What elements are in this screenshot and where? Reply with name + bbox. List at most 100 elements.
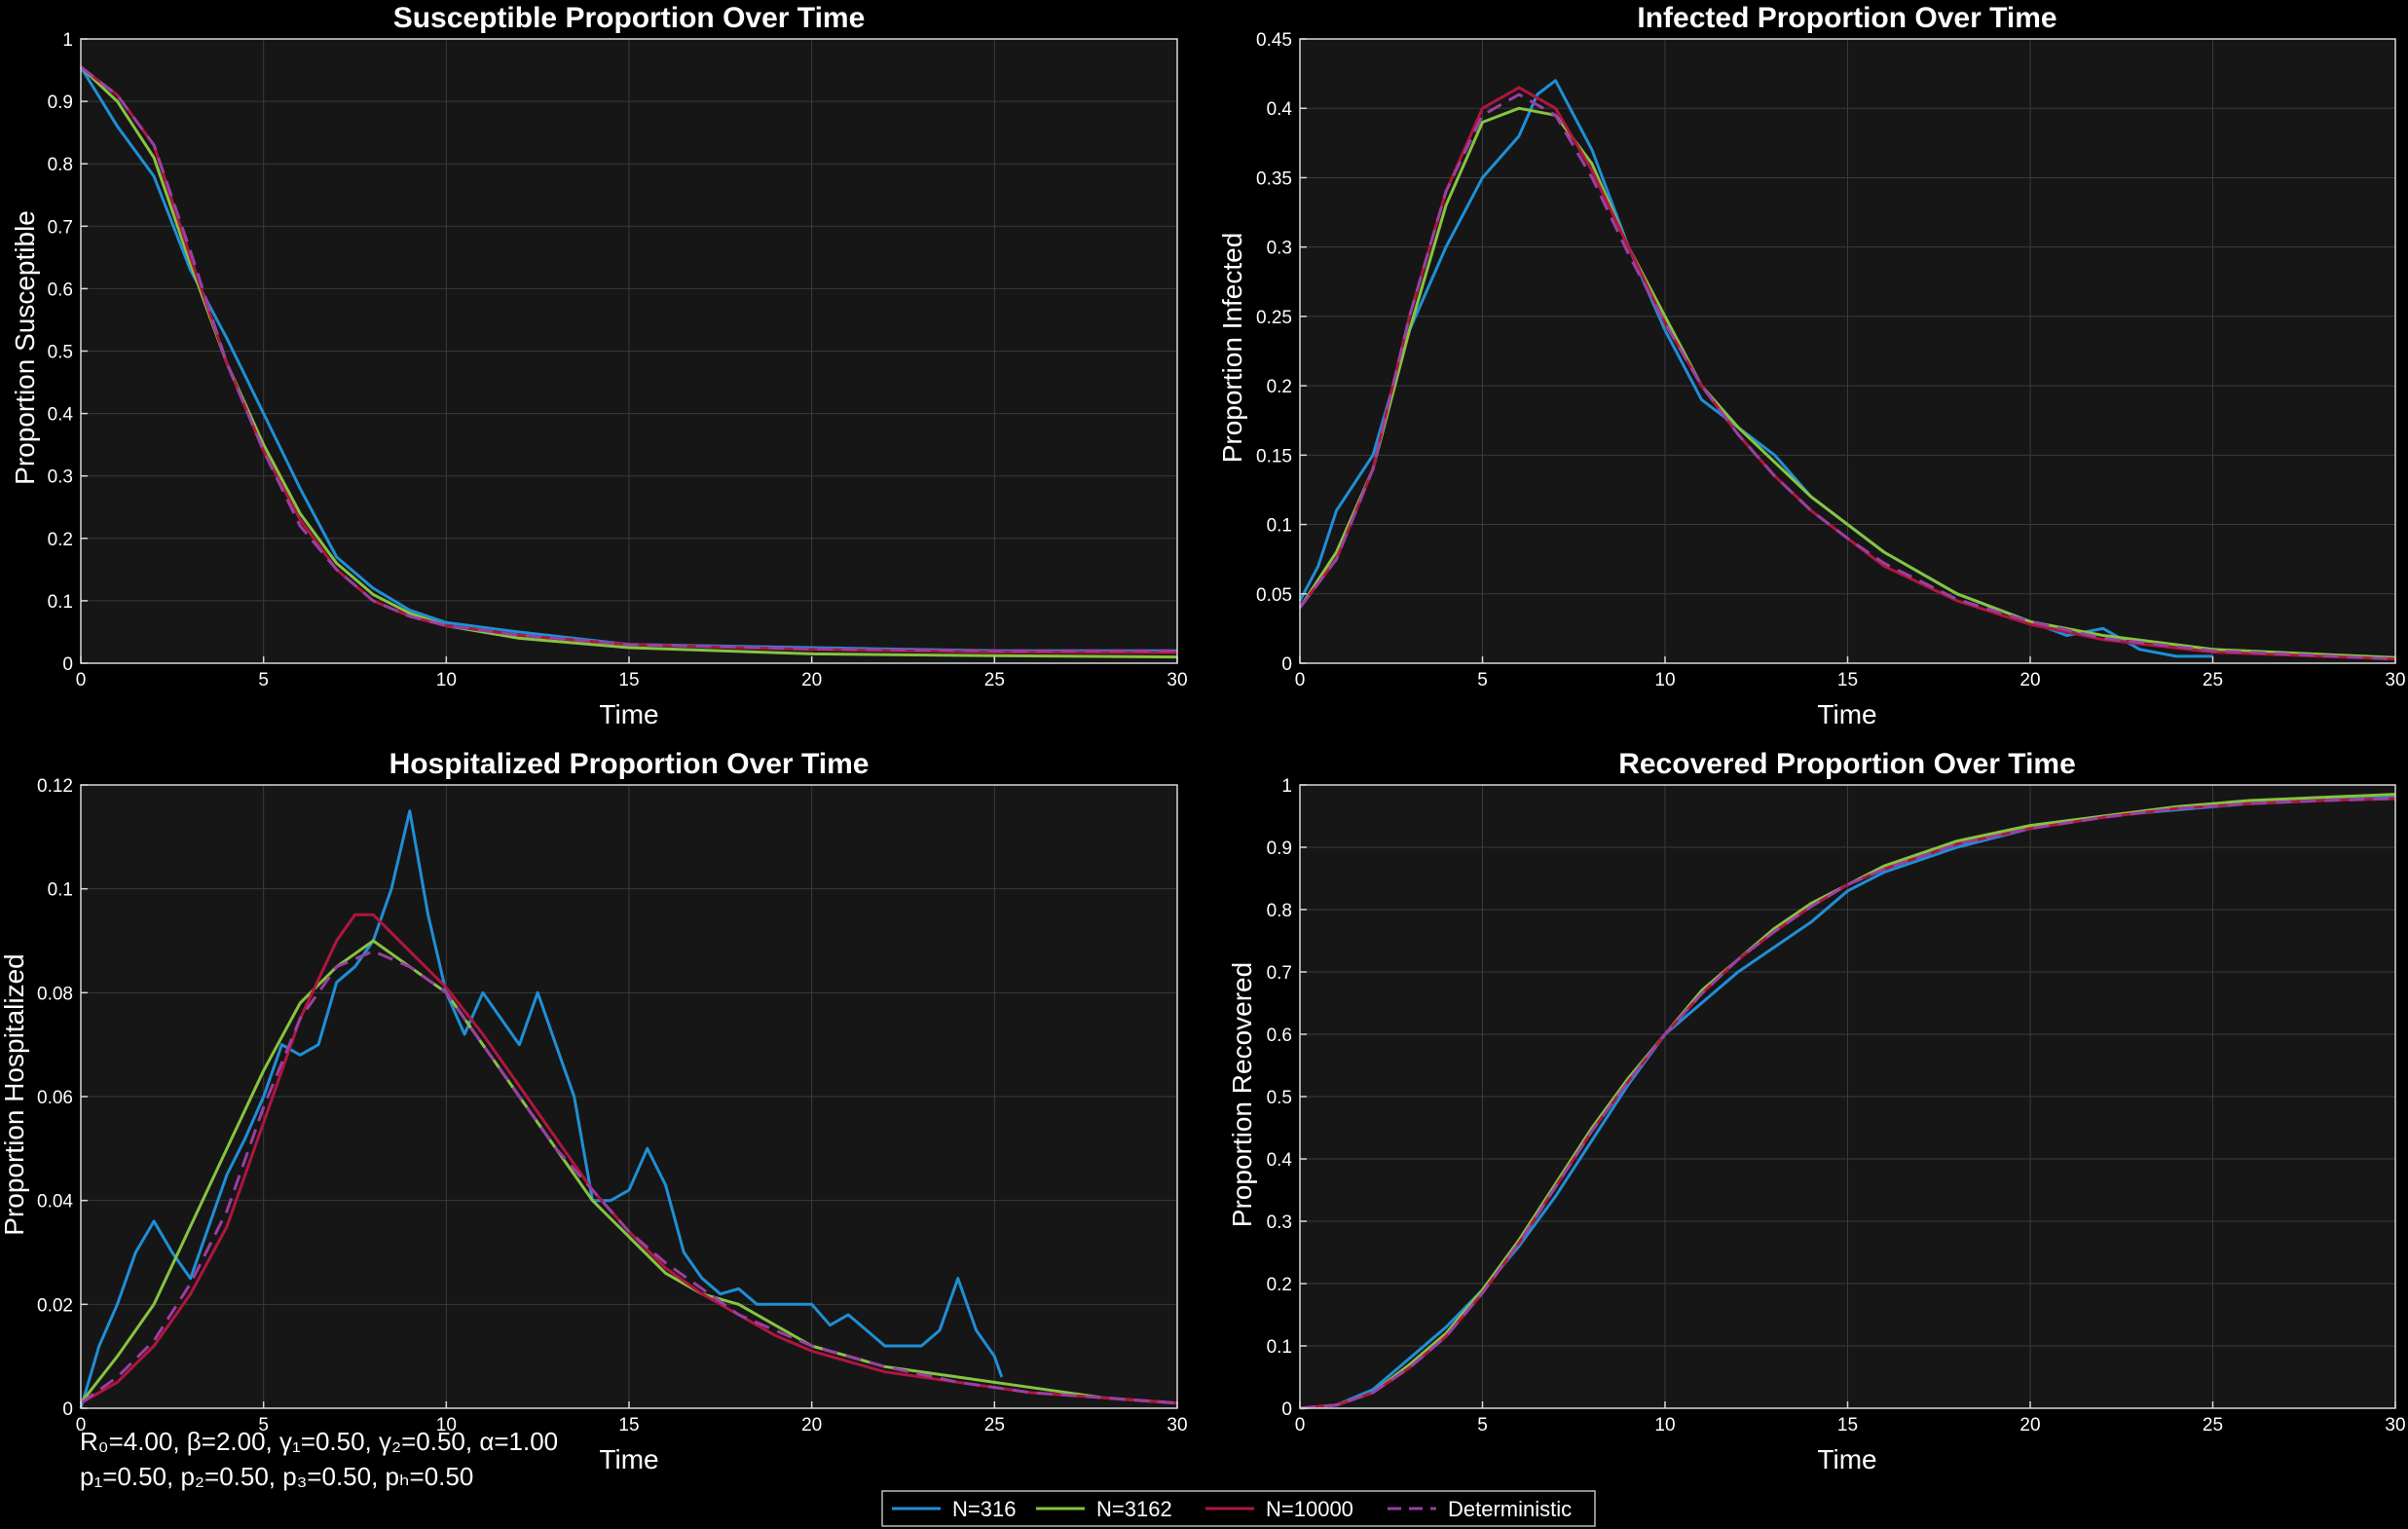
infected-xtick-label: 30 bbox=[2385, 670, 2405, 690]
recovered-ytick-label: 0.1 bbox=[1267, 1337, 1292, 1358]
hospitalized-ytick-label: 0 bbox=[62, 1399, 73, 1420]
infected-ytick-label: 0.3 bbox=[1267, 239, 1292, 259]
recovered-xtick-label: 25 bbox=[2203, 1415, 2223, 1436]
hospitalized-ylabel: Proportion Hospitalized bbox=[0, 953, 29, 1236]
susceptible-ytick-label: 0.4 bbox=[48, 405, 74, 426]
legend-label-n3162: N=3162 bbox=[1096, 1497, 1172, 1521]
recovered-panel: Recovered Proportion Over Time Time Prop… bbox=[1227, 748, 2406, 1474]
susceptible-ytick-label: 0.8 bbox=[48, 155, 73, 175]
infected-xtick-label: 25 bbox=[2203, 670, 2223, 690]
susceptible-ytick-label: 1 bbox=[62, 30, 73, 51]
recovered-xtick-label: 20 bbox=[2019, 1415, 2040, 1436]
susceptible-ytick-label: 0.6 bbox=[48, 280, 73, 300]
infected-title: Infected Proportion Over Time bbox=[1637, 2, 2056, 34]
infected-ytick-label: 0 bbox=[1281, 654, 1292, 675]
recovered-xlabel: Time bbox=[1817, 1444, 1876, 1474]
infected-series-n3162 bbox=[1298, 106, 2396, 659]
recovered-xtick-label: 15 bbox=[1837, 1415, 1858, 1436]
infected-ytick-label: 0.45 bbox=[1256, 30, 1292, 51]
infected-ytick-label: 0.1 bbox=[1267, 516, 1292, 537]
hospitalized-xtick-label: 30 bbox=[1167, 1415, 1187, 1436]
susceptible-ytick-label: 0.9 bbox=[48, 93, 73, 113]
hospitalized-xtick-label: 10 bbox=[436, 1415, 457, 1436]
hospitalized-panel: Hospitalized Proportion Over Time Time P… bbox=[0, 748, 1188, 1474]
susceptible-ytick-label: 0.3 bbox=[48, 467, 73, 488]
susceptible-ytick-label: 0.7 bbox=[48, 217, 73, 238]
infected-panel: Infected Proportion Over Time Time Propo… bbox=[1217, 2, 2406, 729]
susceptible-ytick-label: 0.2 bbox=[48, 530, 73, 550]
susceptible-ytick-label: 0.1 bbox=[48, 592, 73, 613]
infected-ytick-label: 0.05 bbox=[1256, 585, 1292, 606]
infected-ytick-label: 0.15 bbox=[1256, 446, 1292, 466]
legend-label-n10000: N=10000 bbox=[1266, 1497, 1353, 1521]
recovered-xtick-label: 30 bbox=[2385, 1415, 2405, 1436]
hospitalized-ytick-label: 0.12 bbox=[37, 776, 73, 797]
susceptible-panel: Susceptible Proportion Over Time Time Pr… bbox=[10, 2, 1188, 729]
params-line-1: R₀=4.00, β=2.00, γ₁=0.50, γ₂=0.50, α=1.0… bbox=[80, 1427, 558, 1456]
legend-label-deterministic: Deterministic bbox=[1448, 1497, 1572, 1521]
recovered-xtick-label: 5 bbox=[1477, 1415, 1488, 1436]
infected-ytick-label: 0.4 bbox=[1267, 99, 1293, 120]
infected-xtick-label: 10 bbox=[1654, 670, 1675, 690]
susceptible-xtick-label: 25 bbox=[984, 670, 1005, 690]
recovered-xtick-label: 10 bbox=[1654, 1415, 1675, 1436]
recovered-ytick-label: 0.8 bbox=[1267, 901, 1292, 921]
legend: N=316 N=3162 N=10000 Deterministic bbox=[881, 1490, 1596, 1527]
hospitalized-xtick-label: 5 bbox=[258, 1415, 269, 1436]
recovered-ytick-label: 0.2 bbox=[1267, 1275, 1292, 1295]
recovered-title: Recovered Proportion Over Time bbox=[1618, 748, 2076, 780]
susceptible-title: Susceptible Proportion Over Time bbox=[393, 2, 866, 34]
susceptible-ytick-label: 0.5 bbox=[48, 343, 73, 363]
hospitalized-ytick-label: 0.08 bbox=[37, 984, 73, 1004]
infected-xtick-label: 5 bbox=[1477, 670, 1488, 690]
hospitalized-series-n10000 bbox=[80, 913, 1178, 1405]
infected-xtick-label: 0 bbox=[1295, 670, 1306, 690]
infected-xtick-label: 20 bbox=[2019, 670, 2040, 690]
parameter-annotation: R₀=4.00, β=2.00, γ₁=0.50, γ₂=0.50, α=1.0… bbox=[80, 1427, 558, 1491]
recovered-ytick-label: 0.3 bbox=[1267, 1212, 1292, 1233]
hospitalized-xlabel: Time bbox=[599, 1444, 658, 1474]
recovered-series-deterministic bbox=[1299, 797, 2396, 1410]
recovered-xtick-label: 0 bbox=[1295, 1415, 1306, 1436]
susceptible-xtick-label: 15 bbox=[618, 670, 639, 690]
infected-ytick-label: 0.35 bbox=[1256, 168, 1292, 189]
susceptible-ytick-label: 0 bbox=[62, 654, 73, 675]
recovered-ytick-label: 0.5 bbox=[1267, 1088, 1292, 1108]
hospitalized-series-deterministic bbox=[80, 950, 1178, 1405]
hospitalized-xtick-label: 25 bbox=[984, 1415, 1005, 1436]
hospitalized-ytick-label: 0.02 bbox=[37, 1295, 73, 1316]
legend-label-n316: N=316 bbox=[952, 1497, 1016, 1521]
recovered-ytick-label: 0.7 bbox=[1267, 963, 1292, 984]
susceptible-ylabel: Proportion Susceptible bbox=[10, 210, 40, 485]
susceptible-xtick-label: 5 bbox=[258, 670, 269, 690]
hospitalized-xtick-label: 15 bbox=[618, 1415, 639, 1436]
recovered-ytick-label: 1 bbox=[1281, 776, 1292, 797]
infected-ylabel: Proportion Infected bbox=[1217, 233, 1247, 464]
recovered-ylabel: Proportion Recovered bbox=[1227, 962, 1257, 1227]
susceptible-xtick-label: 0 bbox=[76, 670, 87, 690]
hospitalized-ytick-label: 0.1 bbox=[48, 880, 73, 901]
susceptible-xtick-label: 30 bbox=[1167, 670, 1187, 690]
infected-series-deterministic bbox=[1298, 93, 2396, 661]
hospitalized-title: Hospitalized Proportion Over Time bbox=[389, 748, 870, 780]
hospitalized-ytick-label: 0.04 bbox=[37, 1192, 73, 1212]
susceptible-xtick-label: 10 bbox=[436, 670, 457, 690]
infected-ytick-label: 0.2 bbox=[1267, 377, 1292, 397]
infected-ytick-label: 0.25 bbox=[1256, 308, 1292, 328]
susceptible-xlabel: Time bbox=[599, 699, 658, 729]
susceptible-series-n3162 bbox=[79, 65, 1178, 659]
recovered-ytick-label: 0.4 bbox=[1267, 1150, 1293, 1171]
infected-xlabel: Time bbox=[1817, 699, 1876, 729]
hospitalized-series-n316 bbox=[79, 809, 1004, 1409]
recovered-ytick-label: 0 bbox=[1281, 1399, 1292, 1420]
params-line-2: p₁=0.50, p₂=0.50, p₃=0.50, pₕ=0.50 bbox=[80, 1462, 473, 1491]
hospitalized-ytick-label: 0.06 bbox=[37, 1088, 73, 1108]
susceptible-xtick-label: 20 bbox=[801, 670, 822, 690]
recovered-ytick-label: 0.9 bbox=[1267, 839, 1292, 859]
recovered-ytick-label: 0.6 bbox=[1267, 1026, 1292, 1046]
hospitalized-xtick-label: 0 bbox=[76, 1415, 87, 1436]
hospitalized-xtick-label: 20 bbox=[801, 1415, 822, 1436]
infected-xtick-label: 15 bbox=[1837, 670, 1858, 690]
susceptible-series-deterministic bbox=[80, 65, 1177, 653]
